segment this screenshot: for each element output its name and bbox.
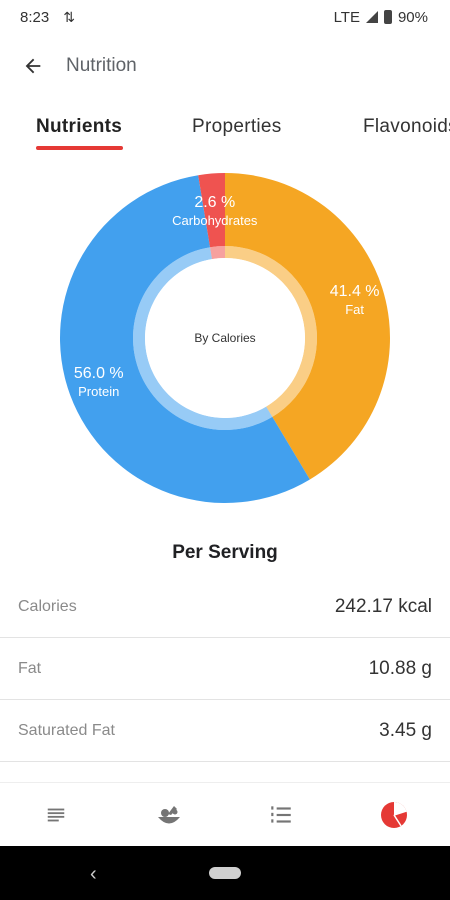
page-title: Nutrition (66, 55, 137, 76)
system-nav-bar: ‹ (0, 846, 450, 900)
row-label: Saturated Fat (18, 721, 115, 739)
slice-fat[interactable] (225, 173, 390, 480)
slice-carbohydrates[interactable] (198, 173, 225, 248)
tab-nutrients[interactable]: Nutrients (36, 116, 123, 137)
ingredients-bowl-icon (157, 805, 180, 823)
row-value: 10.88 g (368, 657, 432, 679)
nutrient-donut-chart: By Calories 41.4 % Fat 56.0 % Protein 2.6 % C… (55, 168, 395, 508)
row-value: 3.45 g (379, 719, 432, 741)
donut-center (145, 258, 305, 418)
nav-ingredients[interactable] (113, 783, 226, 846)
table-row: Calories 242.17 kcal (0, 576, 450, 638)
app-bar: Nutrition (0, 40, 450, 92)
tab-indicator (36, 146, 123, 150)
slice-protein-inner-ring (133, 247, 273, 430)
nav-nutrition[interactable] (338, 783, 450, 846)
per-serving-heading: Per Serving (172, 542, 278, 563)
status-left: 8:23 ⇅ (20, 9, 75, 26)
slice-fat-inner-ring (225, 246, 317, 417)
table-row: Saturated Fat 3.45 g (0, 700, 450, 762)
back-arrow-icon[interactable] (20, 53, 46, 79)
slice-carbohydrates-inner-ring (210, 246, 225, 260)
bottom-nav (0, 782, 450, 846)
signal-icon (365, 11, 378, 23)
sync-icon: ⇅ (63, 8, 75, 25)
summary-lines-icon (48, 808, 65, 821)
tab-bar: Nutrients Properties Flavonoids (0, 108, 450, 158)
battery-percent: 90% (397, 8, 428, 26)
network-label: LTE (333, 8, 360, 26)
nav-steps[interactable] (225, 783, 338, 846)
row-value: 242.17 kcal (334, 595, 432, 617)
slice-percent: 56.0 % (73, 365, 124, 383)
tab-properties[interactable]: Properties (192, 116, 282, 137)
battery-icon (383, 10, 392, 24)
slice-name: Protein (78, 384, 120, 400)
tab-flavonoids[interactable]: Flavonoids (363, 116, 450, 137)
slice-name: Fat (345, 302, 364, 318)
slice-percent: 41.4 % (329, 283, 380, 301)
slice-label: 56.0 % Protein (44, 364, 154, 400)
row-label: Fat (18, 659, 42, 677)
slice-percent: 2.6 % (194, 194, 236, 212)
system-back-icon[interactable]: ‹ (90, 863, 97, 885)
slice-name: Carbohydrates (172, 213, 258, 229)
row-label: Calories (18, 597, 77, 615)
status-time: 8:23 (20, 8, 50, 26)
donut-svg (59, 173, 390, 504)
table-row: Fat 10.88 g (0, 638, 450, 700)
steps-list-icon (271, 805, 291, 823)
system-home-pill[interactable] (209, 867, 241, 879)
nav-summary[interactable] (0, 783, 113, 846)
slice-label: 2.6 % Carbohydrates (160, 193, 270, 229)
nutrition-pie-icon (380, 801, 407, 828)
nutrition-table: Calories 242.17 kcal Fat 10.88 g Saturat… (0, 576, 450, 762)
slice-label: 41.4 % Fat (300, 282, 410, 318)
status-right: LTE 90% (334, 9, 428, 26)
chart-center-label: By Calories (194, 331, 256, 345)
slice-protein[interactable] (59, 175, 310, 504)
status-bar: 8:23 ⇅ LTE 90% (0, 0, 450, 34)
